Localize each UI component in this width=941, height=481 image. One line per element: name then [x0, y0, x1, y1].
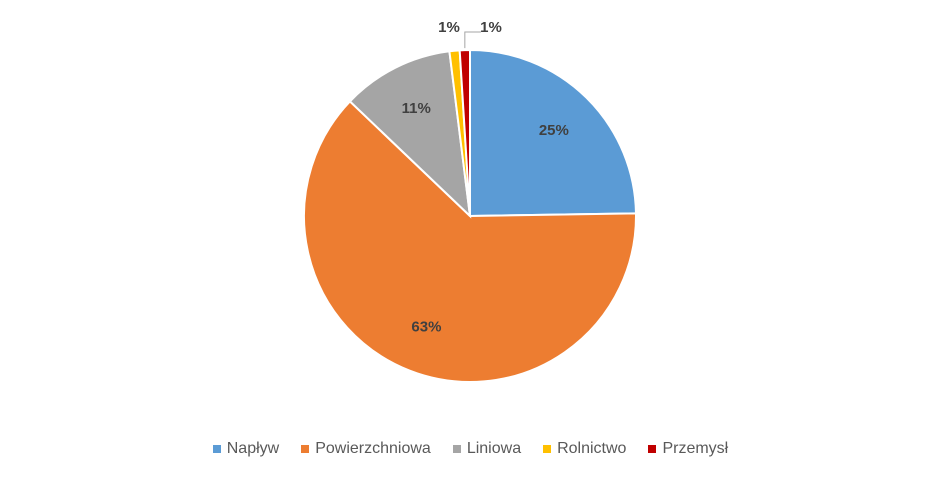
- data-label: 63%: [411, 318, 441, 335]
- legend-label: Liniowa: [466, 440, 522, 457]
- legend-item: Rolnictwo: [543, 440, 626, 458]
- leader-line: [464, 31, 481, 49]
- data-label: 1%: [438, 19, 460, 36]
- legend-item: Napływ: [212, 440, 280, 458]
- pie-slice: [469, 48, 637, 218]
- pie-slice: [303, 99, 637, 383]
- legend-item: Liniowa: [452, 440, 522, 458]
- legend-label: Przemysł: [662, 440, 729, 457]
- legend-label: Rolnictwo: [557, 440, 627, 457]
- legend-swatch: [301, 445, 310, 453]
- legend-swatch: [452, 445, 461, 453]
- legend-label: Napływ: [226, 440, 280, 457]
- pie-slice: [348, 50, 472, 219]
- legend-item: Przemysł: [648, 440, 728, 458]
- data-label: 11%: [402, 100, 431, 117]
- legend-swatch: [648, 445, 657, 453]
- legend-item: Powierzchniowa: [301, 440, 431, 458]
- data-label: 1%: [480, 19, 502, 36]
- legend-swatch: [212, 445, 221, 453]
- legend: Napływ Powierzchniowa Liniowa Rolnictwo Prze…: [0, 440, 941, 458]
- legend-label: Powierzchniowa: [315, 440, 431, 457]
- legend-swatch: [543, 445, 552, 453]
- pie-slice: [458, 48, 471, 217]
- data-label: 25%: [539, 122, 569, 139]
